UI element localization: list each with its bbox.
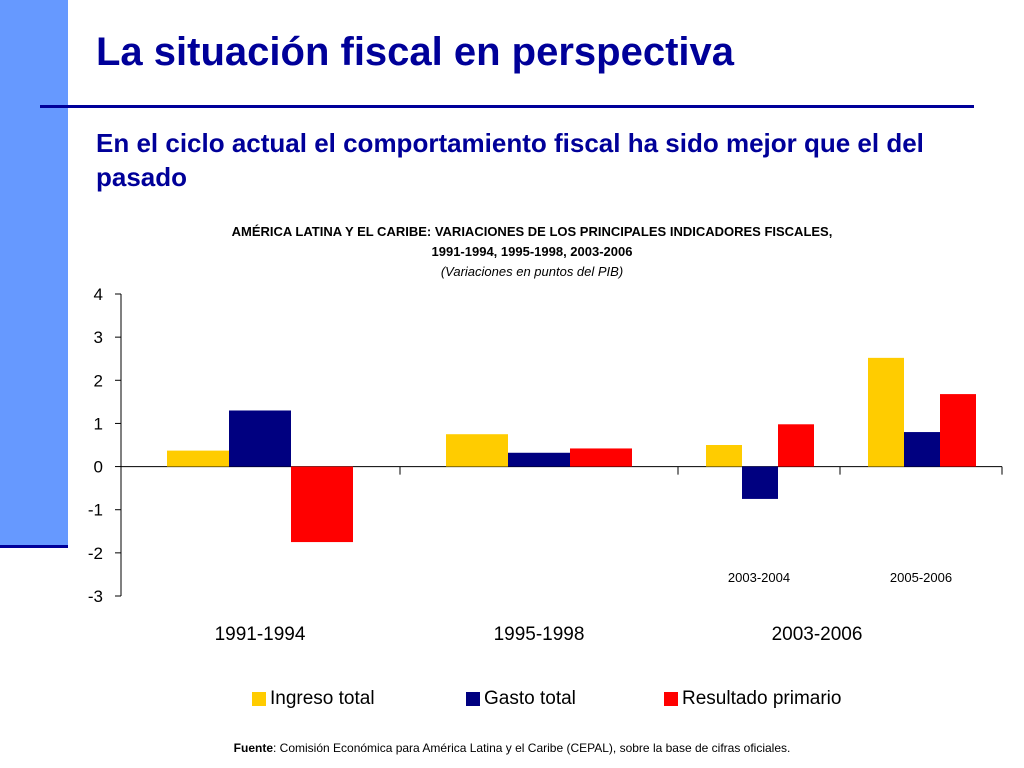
y-tick-label: 1: [94, 414, 103, 433]
category-label: 1995-1998: [494, 624, 585, 645]
slide-title: La situación fiscal en perspectiva: [96, 30, 735, 74]
subperiod-label: 2003-2004: [728, 570, 790, 585]
decorative-side-line: [0, 545, 68, 548]
chart-title-line-2: 1991-1994, 1995-1998, 2003-2006: [431, 244, 633, 259]
y-tick-label: -2: [88, 544, 103, 563]
legend-item-resultado-primario: Resultado primario: [664, 688, 841, 710]
bar-gasto-total-1991-1994: [229, 410, 291, 467]
decorative-side-bar: [0, 0, 68, 548]
bar-ingreso-total-2003-2004: [706, 445, 742, 467]
bar-chart: -3 -2 -1 0 1 2 3 4 2003-2004 2005-2006 1991-1994 19…: [88, 285, 1003, 645]
legend-label: Resultado primario: [682, 688, 842, 709]
source-text: : Comisión Económica para América Latina…: [273, 741, 791, 755]
bar-gasto-total-2005-2006: [904, 432, 940, 467]
legend-swatch-resultado-primario: [664, 692, 678, 706]
bar-gasto-total-2003-2004: [742, 466, 778, 499]
chart-legend: Ingreso total Gasto total Resultado prim…: [0, 688, 1024, 716]
bar-resultado-primario-2005-2006: [940, 394, 976, 467]
category-label: 2003-2006: [772, 624, 863, 645]
bar-resultado-primario-1995-1998: [570, 448, 632, 467]
bar-gasto-total-1995-1998: [508, 452, 570, 467]
legend-item-ingreso-total: Ingreso total: [252, 688, 375, 710]
legend-swatch-gasto-total: [466, 692, 480, 706]
y-tick-label: -1: [88, 501, 103, 520]
chart-units: (Variaciones en puntos del PIB): [440, 264, 624, 279]
y-tick-label: 3: [94, 328, 103, 347]
y-tick-label: 4: [94, 285, 103, 304]
bar-ingreso-total-1995-1998: [446, 434, 508, 467]
bar-resultado-primario-2003-2004: [778, 424, 814, 467]
title-divider: [40, 105, 974, 108]
legend-label: Gasto total: [484, 688, 576, 709]
y-tick-label: -3: [88, 587, 103, 606]
legend-swatch-ingreso-total: [252, 692, 266, 706]
y-tick-label: 2: [94, 371, 103, 390]
source-label: Fuente: [233, 741, 273, 755]
slide-subtitle: En el ciclo actual el comportamiento fis…: [96, 128, 924, 192]
bar-ingreso-total-1991-1994: [167, 450, 229, 467]
bar-resultado-primario-1991-1994: [291, 466, 353, 543]
chart-header: AMÉRICA LATINA Y EL CARIBE: VARIACIONES …: [80, 222, 984, 282]
legend-label: Ingreso total: [270, 688, 375, 709]
chart-title-line-1: AMÉRICA LATINA Y EL CARIBE: VARIACIONES …: [231, 224, 833, 239]
subperiod-label: 2005-2006: [890, 570, 952, 585]
source-note: Fuente: Comisión Económica para América …: [0, 741, 1024, 755]
bar-ingreso-total-2005-2006: [868, 357, 904, 467]
legend-item-gasto-total: Gasto total: [466, 688, 576, 710]
y-tick-label: 0: [94, 458, 103, 477]
category-label: 1991-1994: [215, 624, 306, 645]
